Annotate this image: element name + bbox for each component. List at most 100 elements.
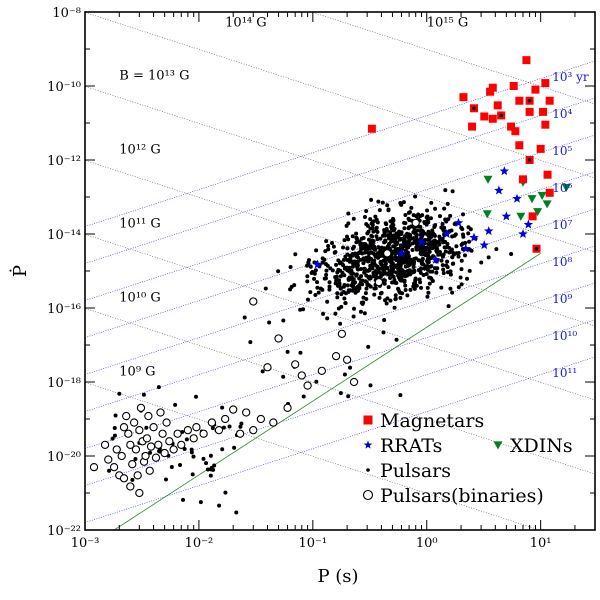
pulsars-point-346 — [320, 256, 325, 261]
pulsars-point-970 — [208, 453, 213, 458]
xdins-point-6 — [482, 210, 492, 219]
pulsars-point-822 — [406, 254, 411, 259]
rrats-point-11 — [499, 166, 510, 176]
pulsars-point-312 — [327, 284, 332, 289]
pulsars-point-563 — [316, 290, 321, 295]
pulsars-point-543 — [374, 228, 379, 233]
pulsars-point-1007 — [204, 461, 209, 466]
pulsars-point-1031 — [325, 316, 330, 321]
pulsars-point-537 — [386, 207, 391, 212]
pulsars-point-74 — [342, 238, 347, 243]
pulsars-binaries-point-7 — [119, 474, 129, 483]
pulsars-binaries-point-57 — [331, 351, 341, 361]
series-magnetars — [367, 56, 554, 253]
pulsars-point-624 — [341, 263, 346, 268]
pulsars-point-593 — [451, 261, 456, 266]
pulsars-point-122 — [439, 285, 444, 290]
pulsars-point-268 — [469, 248, 474, 253]
pulsars-point-717 — [479, 260, 484, 265]
pulsars-point-364 — [309, 271, 314, 276]
pulsars-point-651 — [355, 266, 360, 271]
pulsars-binaries-point-37 — [183, 425, 193, 435]
pulsars-point-767 — [377, 295, 382, 300]
magnetars-point-13 — [525, 107, 534, 116]
pulsars-point-852 — [368, 284, 373, 289]
pulsars-point-848 — [348, 275, 353, 280]
pulsars-point-759 — [350, 264, 355, 269]
pulsars-point-949 — [386, 285, 391, 290]
pulsars-point-778 — [425, 214, 430, 219]
pulsars-point-821 — [396, 232, 401, 237]
pulsars-point-846 — [415, 228, 420, 233]
pulsars-point-791 — [466, 225, 471, 230]
pulsars-point-716 — [449, 247, 454, 252]
pulsars-point-825 — [361, 295, 366, 300]
pulsars-point-803 — [371, 272, 376, 277]
pulsars-point-668 — [435, 247, 440, 252]
legend-label-magnetars: Magnetars — [380, 410, 484, 432]
pulsars-point-502 — [420, 256, 425, 261]
pulsars-point-657 — [364, 273, 369, 278]
pulsars-point-959 — [144, 425, 149, 430]
pulsars-point-639 — [394, 281, 399, 286]
pulsars-point-719 — [439, 258, 444, 263]
pulsars-binaries-point-55 — [303, 381, 312, 390]
pulsars-binaries-point-52 — [283, 403, 292, 413]
pulsars-binaries-point-28 — [154, 440, 163, 450]
pulsars-point-975 — [205, 467, 210, 472]
magnetars-point-10 — [511, 127, 520, 136]
data-points — [89, 56, 571, 515]
pulsars-point-637 — [413, 194, 418, 199]
pulsars-point-833 — [364, 280, 369, 285]
pulsars-point-831 — [438, 252, 443, 257]
magnetars-point-1 — [459, 93, 468, 102]
pulsars-point-999 — [133, 456, 138, 461]
pulsars-point-948 — [386, 236, 391, 241]
pulsars-point-837 — [360, 278, 365, 283]
pulsars-point-167 — [346, 288, 351, 293]
pulsars-point-908 — [383, 258, 388, 263]
series-pulsars — [107, 188, 514, 515]
pulsars-point-857 — [426, 220, 431, 225]
pulsars-binaries-point-26 — [149, 423, 158, 432]
tick-labels: 10⁻³ 10⁻² 10⁻¹ 10⁰ 10¹ 10⁻²² 10⁻²⁰ 10⁻¹⁸ 10⁻¹⁶ 10… — [47, 6, 551, 551]
age-line-8 — [85, 356, 595, 523]
pulsars-point-884 — [313, 268, 318, 273]
pulsars-point-756 — [376, 245, 381, 250]
pulsars-point-720 — [333, 275, 338, 280]
pulsars-binaries-point-10 — [126, 482, 135, 491]
pulsars-point-775 — [384, 271, 389, 276]
pulsars-point-623 — [388, 219, 393, 224]
pulsars-point-209 — [467, 239, 472, 244]
pulsars-point-358 — [339, 304, 344, 309]
pulsars-point-897 — [398, 270, 403, 275]
rrats-point-2 — [431, 254, 441, 264]
field-line-label-0: 10⁹ G — [119, 364, 155, 379]
age-line-5 — [85, 245, 595, 412]
pulsars-point-715 — [305, 279, 310, 284]
pulsars-point-1019 — [242, 315, 247, 320]
pulsars-point-394 — [448, 272, 453, 277]
rrats-point-6 — [494, 185, 504, 195]
pulsars-binaries-point-27 — [151, 453, 161, 462]
pulsars-point-851 — [437, 234, 442, 239]
pulsars-point-931 — [345, 268, 350, 273]
pulsars-point-654 — [393, 240, 398, 245]
pulsars-point-1016 — [276, 269, 281, 274]
pulsars-point-863 — [436, 240, 441, 245]
age-line-label-4: 10⁷ — [552, 218, 572, 232]
magnetars-overlap-dot-20 — [527, 158, 532, 162]
rrats-point-1 — [396, 248, 407, 258]
pulsars-binaries-point-64 — [274, 334, 283, 343]
y-tick-label-7: 10⁻⁸ — [52, 6, 81, 21]
pulsars-point-755 — [375, 264, 380, 269]
pulsars-point-911 — [391, 228, 396, 233]
pulsars-point-569 — [342, 283, 347, 288]
x-tick-label-0: 10⁻³ — [71, 536, 100, 551]
pulsars-binaries-point-18 — [136, 403, 146, 413]
pulsars-point-230 — [430, 246, 435, 251]
pulsars-point-981 — [223, 490, 228, 495]
pulsars-point-323 — [320, 287, 325, 292]
pulsars-binaries-point-6 — [119, 423, 129, 432]
pulsars-point-415 — [407, 268, 412, 273]
